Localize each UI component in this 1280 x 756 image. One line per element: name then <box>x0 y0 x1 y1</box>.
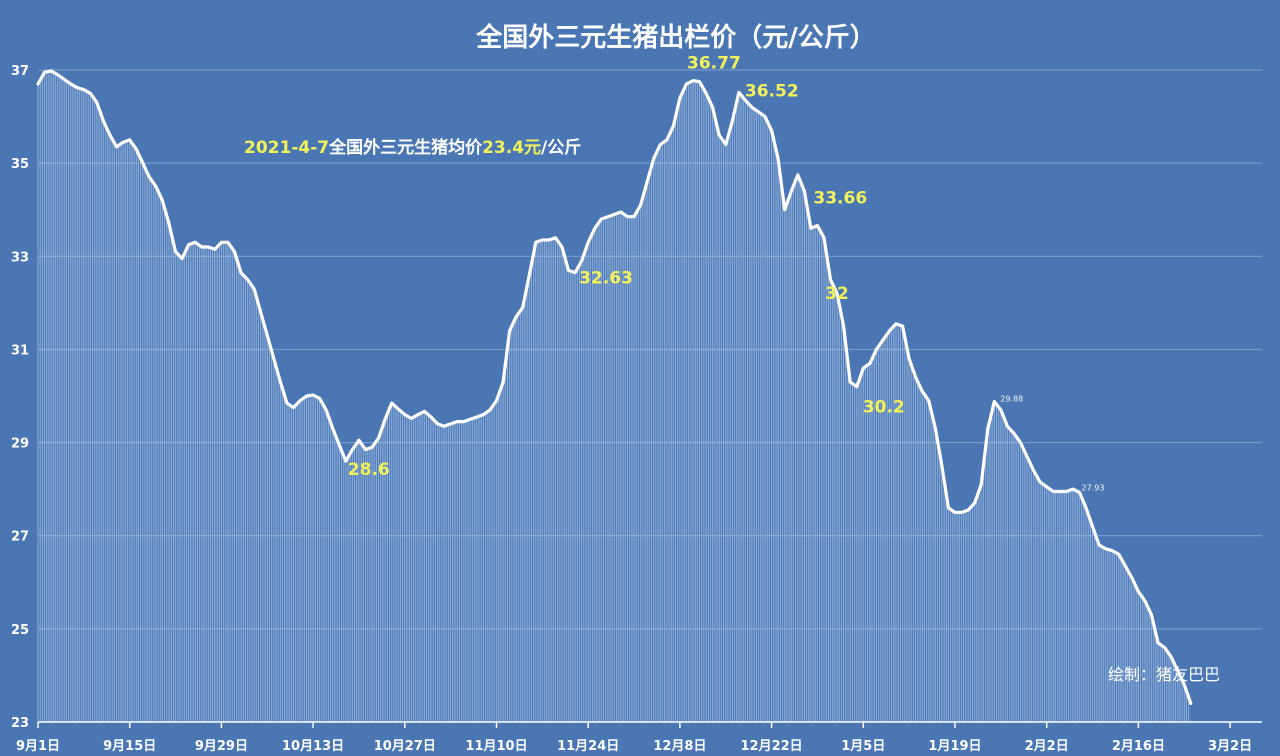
x-tick-label: 9月1日 <box>16 739 60 754</box>
y-tick-label: 29 <box>11 437 29 452</box>
price-line <box>36 69 1193 705</box>
x-tick-label: 1月19日 <box>928 739 981 754</box>
x-tick-label: 9月15日 <box>103 739 156 754</box>
grid-lines <box>38 69 1262 723</box>
headline-text: 全国外三元生猪均价 <box>328 137 483 158</box>
x-tick-label: 12月22日 <box>741 739 803 754</box>
x-tick-label: 3月2日 <box>1208 739 1252 754</box>
x-tick-label: 2月16日 <box>1112 739 1165 754</box>
headline-date: 2021-4-7 <box>244 138 329 158</box>
price-bars <box>37 70 1190 722</box>
y-tick-label: 37 <box>11 64 29 79</box>
y-tick-label: 23 <box>11 716 29 731</box>
data-label: 29.88 <box>1000 395 1023 404</box>
data-label: 36.52 <box>745 81 799 101</box>
data-label: 30.2 <box>863 398 905 418</box>
headline-value: 23.4元 <box>482 138 541 158</box>
chart-title: 全国外三元生猪出栏价（元/公斤） <box>475 22 876 53</box>
y-tick-label: 33 <box>11 250 29 265</box>
author-credit: 绘制：猪友巴巴 <box>1108 665 1220 684</box>
x-tick-label: 10月13日 <box>282 739 344 754</box>
headline-annotation: 2021-4-7全国外三元生猪均价23.4元/公斤 <box>244 137 581 158</box>
x-tick-label: 11月10日 <box>465 739 527 754</box>
x-axis: 9月1日 9月15日 9月29日 10月13日 10月27日 11月10日 11月24日 12… <box>16 721 1262 754</box>
y-tick-label: 25 <box>11 623 29 638</box>
y-tick-label: 35 <box>11 157 29 172</box>
data-label: 27.93 <box>1082 483 1105 492</box>
data-label: 32 <box>825 284 849 304</box>
data-label: 36.77 <box>687 54 741 74</box>
x-tick-label: 2月2日 <box>1025 739 1069 754</box>
x-tick-label: 11月24日 <box>557 739 619 754</box>
data-label: 33.66 <box>813 189 867 209</box>
y-axis: 23 25 27 29 31 33 35 37 <box>11 64 29 731</box>
x-tick-label: 9月29日 <box>195 739 248 754</box>
x-tick-label: 1月5日 <box>841 739 885 754</box>
y-tick-label: 31 <box>11 343 29 358</box>
headline-unit: /公斤 <box>541 138 581 158</box>
x-tick-label: 12月8日 <box>653 739 706 754</box>
price-series-line <box>36 69 1193 705</box>
data-label: 28.6 <box>348 460 390 480</box>
data-label: 32.63 <box>579 269 633 289</box>
y-tick-label: 27 <box>11 530 29 545</box>
x-tick-label: 10月27日 <box>374 739 436 754</box>
